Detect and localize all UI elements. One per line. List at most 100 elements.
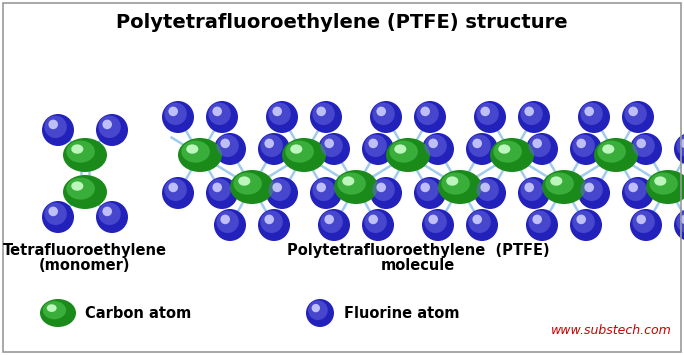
Circle shape xyxy=(310,101,342,133)
Circle shape xyxy=(466,133,498,165)
Circle shape xyxy=(525,182,534,192)
Ellipse shape xyxy=(597,141,626,163)
Ellipse shape xyxy=(63,175,107,209)
Circle shape xyxy=(272,106,282,116)
Circle shape xyxy=(577,138,586,148)
Ellipse shape xyxy=(282,138,326,172)
Ellipse shape xyxy=(290,144,302,154)
Circle shape xyxy=(214,133,246,165)
Ellipse shape xyxy=(438,170,482,204)
Ellipse shape xyxy=(71,181,83,191)
Circle shape xyxy=(324,138,334,148)
Circle shape xyxy=(422,133,454,165)
Circle shape xyxy=(681,138,684,148)
Ellipse shape xyxy=(542,170,586,204)
Circle shape xyxy=(624,179,647,201)
Circle shape xyxy=(584,106,594,116)
Ellipse shape xyxy=(386,138,430,172)
Ellipse shape xyxy=(594,138,638,172)
Ellipse shape xyxy=(66,141,95,163)
Circle shape xyxy=(362,133,394,165)
Circle shape xyxy=(216,135,239,157)
Circle shape xyxy=(318,133,350,165)
Circle shape xyxy=(676,211,684,233)
Ellipse shape xyxy=(233,173,262,195)
Circle shape xyxy=(581,179,603,201)
Circle shape xyxy=(674,133,684,165)
Ellipse shape xyxy=(230,170,274,204)
Ellipse shape xyxy=(42,301,66,319)
Circle shape xyxy=(317,182,326,192)
Circle shape xyxy=(469,211,491,233)
Ellipse shape xyxy=(545,173,574,195)
Ellipse shape xyxy=(238,176,250,186)
Circle shape xyxy=(577,215,586,224)
Circle shape xyxy=(480,182,490,192)
Circle shape xyxy=(209,103,231,125)
Circle shape xyxy=(518,101,550,133)
Circle shape xyxy=(266,101,298,133)
Ellipse shape xyxy=(66,178,95,200)
Circle shape xyxy=(98,116,121,138)
Circle shape xyxy=(376,182,386,192)
Circle shape xyxy=(49,120,58,129)
Circle shape xyxy=(96,201,128,233)
Circle shape xyxy=(417,179,439,201)
Circle shape xyxy=(466,209,498,241)
Ellipse shape xyxy=(446,176,458,186)
Text: Carbon atom: Carbon atom xyxy=(85,306,192,321)
Circle shape xyxy=(214,209,246,241)
Circle shape xyxy=(365,211,386,233)
Circle shape xyxy=(629,106,638,116)
Ellipse shape xyxy=(649,173,678,195)
Circle shape xyxy=(414,101,446,133)
Circle shape xyxy=(164,179,187,201)
Circle shape xyxy=(324,215,334,224)
Circle shape xyxy=(578,101,610,133)
Circle shape xyxy=(521,103,543,125)
Text: Tetrafluoroethylene: Tetrafluoroethylene xyxy=(3,243,167,258)
Circle shape xyxy=(168,106,178,116)
Circle shape xyxy=(424,211,447,233)
Circle shape xyxy=(469,135,491,157)
Circle shape xyxy=(320,135,343,157)
Circle shape xyxy=(103,207,112,216)
Circle shape xyxy=(622,177,654,209)
Circle shape xyxy=(532,138,542,148)
Ellipse shape xyxy=(178,138,222,172)
Circle shape xyxy=(570,133,602,165)
Circle shape xyxy=(674,209,684,241)
Circle shape xyxy=(265,138,274,148)
Circle shape xyxy=(42,114,74,146)
Circle shape xyxy=(261,211,282,233)
Circle shape xyxy=(474,101,506,133)
Text: (monomer): (monomer) xyxy=(39,258,131,273)
Circle shape xyxy=(313,103,334,125)
Circle shape xyxy=(42,201,74,233)
Circle shape xyxy=(636,215,646,224)
Circle shape xyxy=(261,135,282,157)
Circle shape xyxy=(258,133,290,165)
Circle shape xyxy=(220,215,230,224)
Circle shape xyxy=(417,103,439,125)
Circle shape xyxy=(306,299,334,327)
Circle shape xyxy=(96,114,128,146)
Circle shape xyxy=(370,101,402,133)
Ellipse shape xyxy=(186,144,198,154)
Circle shape xyxy=(422,209,454,241)
Circle shape xyxy=(633,211,655,233)
Circle shape xyxy=(622,101,654,133)
Circle shape xyxy=(370,177,402,209)
Circle shape xyxy=(581,103,603,125)
Circle shape xyxy=(529,211,551,233)
Circle shape xyxy=(480,106,490,116)
Circle shape xyxy=(526,133,558,165)
Circle shape xyxy=(213,106,222,116)
Ellipse shape xyxy=(181,141,210,163)
Ellipse shape xyxy=(646,170,684,204)
Circle shape xyxy=(318,209,350,241)
Circle shape xyxy=(428,138,438,148)
Circle shape xyxy=(473,138,482,148)
Circle shape xyxy=(414,177,446,209)
Circle shape xyxy=(629,182,638,192)
